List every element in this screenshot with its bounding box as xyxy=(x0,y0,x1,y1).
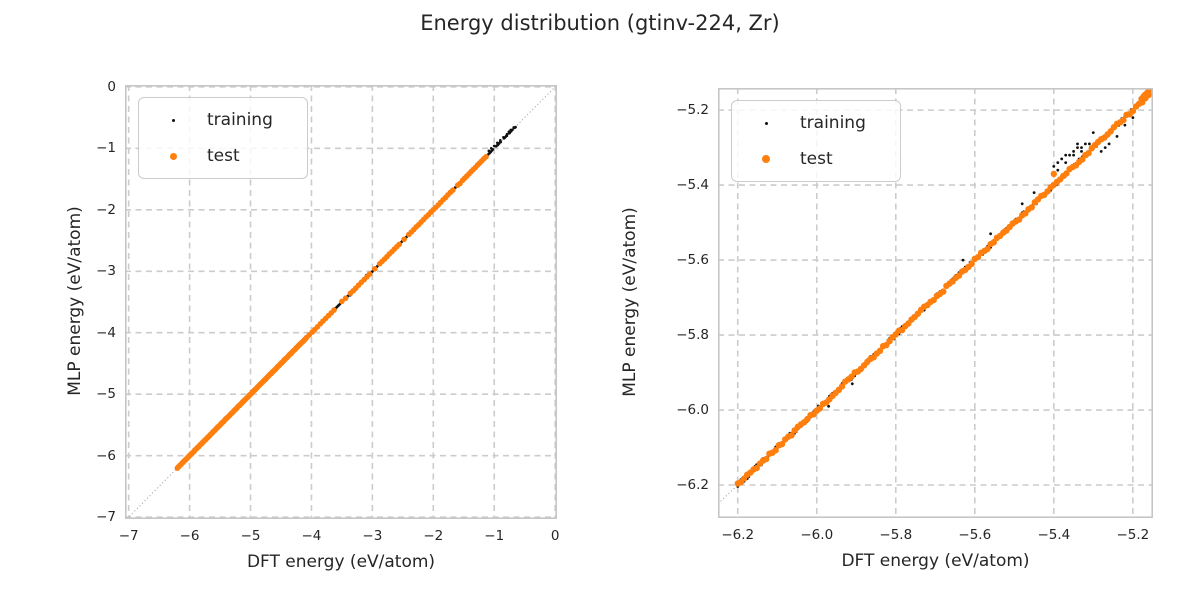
legend-marker-cell xyxy=(139,118,207,122)
y-tick-label: 0 xyxy=(107,78,116,95)
axes-spines xyxy=(718,88,1153,518)
legend-marker-cell xyxy=(139,152,207,160)
x-tick-label: −6 xyxy=(179,528,200,544)
series-test-points xyxy=(734,88,1153,487)
x-tick-label: −6.0 xyxy=(800,527,834,543)
figure-title: Energy distribution (gtinv-224, Zr) xyxy=(420,11,780,35)
y-axis-label: MLP energy (eV/atom) xyxy=(65,206,85,396)
y-tick-label: −7 xyxy=(96,509,116,526)
y-tick-label: −6 xyxy=(96,447,116,464)
y-tick-label: −4 xyxy=(96,324,116,341)
gridlines xyxy=(718,88,1153,518)
y-tick-label: −2 xyxy=(96,201,116,218)
y-tick-label: −5 xyxy=(96,386,116,403)
x-tick-label: −3 xyxy=(362,528,383,544)
training-marker-icon xyxy=(764,121,768,125)
y-tick-label: −6.2 xyxy=(676,477,709,493)
gridlines xyxy=(125,85,557,519)
training-marker-icon xyxy=(171,118,175,122)
x-tick-label: −5.8 xyxy=(879,527,913,543)
legend-entry: test xyxy=(139,138,273,174)
test-marker-icon xyxy=(169,152,177,160)
legend-entry: training xyxy=(732,105,866,141)
legend-marker-cell xyxy=(732,155,800,163)
y-tick-label: −1 xyxy=(96,140,116,157)
legend-entry: test xyxy=(732,141,866,177)
axes-spines xyxy=(125,85,557,519)
legend-entry: training xyxy=(139,102,273,138)
legend-marker-cell xyxy=(732,121,800,125)
legend-entry-label: test xyxy=(800,149,833,169)
y-tick-label: −3 xyxy=(96,263,116,280)
x-tick-label: −7 xyxy=(118,528,139,544)
left-subplot-axes xyxy=(125,85,557,519)
x-tick-label: −4 xyxy=(301,528,322,544)
x-tick-label: −6.2 xyxy=(721,527,755,543)
right-subplot-axes xyxy=(718,88,1153,518)
legend: training test xyxy=(138,97,308,179)
x-tick-label: 0 xyxy=(550,528,560,544)
x-axis-label: DFT energy (eV/atom) xyxy=(246,552,436,572)
x-tick-label: −5.2 xyxy=(1116,527,1150,543)
y-tick-label: −6.0 xyxy=(676,402,709,419)
y-tick-label: −5.4 xyxy=(676,177,709,194)
legend: training test xyxy=(731,100,901,182)
y-tick-label: −5.2 xyxy=(676,102,709,119)
legend-entry-label: training xyxy=(207,110,273,130)
x-tick-label: −5 xyxy=(240,528,261,544)
y-axis-label: MLP energy (eV/atom) xyxy=(620,207,640,397)
x-tick-label: −2 xyxy=(423,528,444,544)
x-axis-label: DFT energy (eV/atom) xyxy=(841,551,1030,571)
legend-entry-label: training xyxy=(800,113,866,133)
x-tick-label: −5.6 xyxy=(958,527,992,543)
test-marker-icon xyxy=(762,155,770,163)
series-test-points xyxy=(174,154,489,471)
x-tick-label: −1 xyxy=(484,528,505,544)
x-tick-label: −5.4 xyxy=(1037,527,1071,543)
y-tick-label: −5.6 xyxy=(676,252,709,269)
y-tick-label: −5.8 xyxy=(676,327,709,344)
legend-entry-label: test xyxy=(207,146,240,166)
